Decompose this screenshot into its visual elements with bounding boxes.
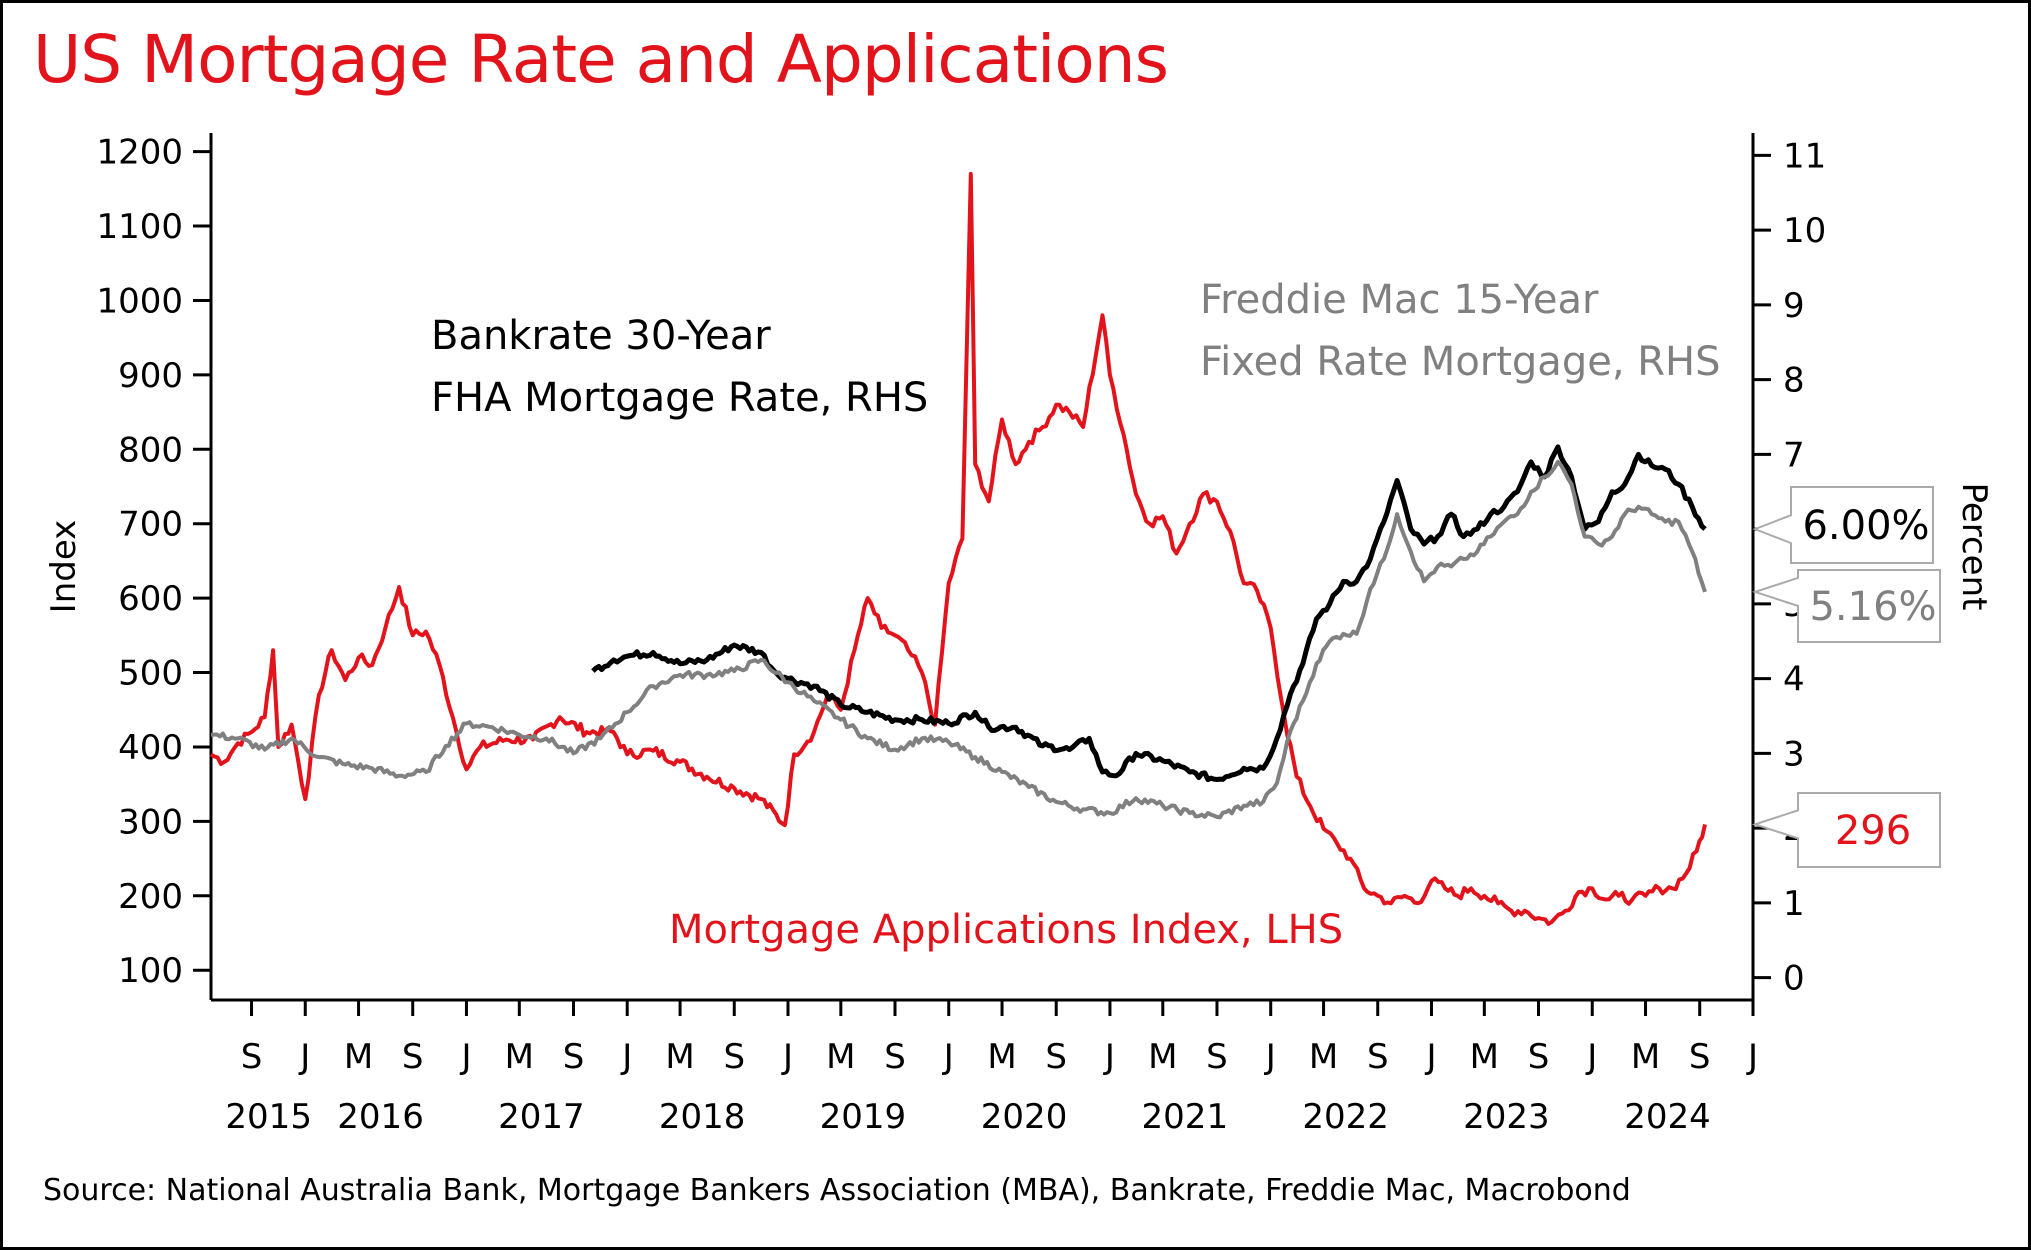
left-tick-label: 1200 [96, 133, 183, 173]
series-line-applications [209, 171, 1707, 926]
series-annotation: Freddie Mac 15-Year [1200, 277, 1599, 323]
series-annotation: Bankrate 30-Year [431, 313, 771, 359]
x-tick-label: S [1045, 1037, 1067, 1077]
x-tick-label: J [1585, 1037, 1597, 1077]
x-tick-label: S [723, 1037, 745, 1077]
end-value-label: 5.16% [1809, 584, 1936, 630]
end-value-label: 296 [1835, 808, 1911, 854]
x-tick-label: J [298, 1037, 310, 1077]
x-tick-label: J [620, 1037, 632, 1077]
x-year-label: 2024 [1624, 1097, 1711, 1137]
right-tick-label: 8 [1783, 361, 1805, 401]
x-tick-label: J [1103, 1037, 1115, 1077]
left-tick-label: 900 [118, 356, 183, 396]
right-tick-label: 10 [1783, 211, 1826, 251]
right-tick-label: 3 [1783, 734, 1805, 774]
right-tick-label: 4 [1783, 660, 1805, 700]
x-tick-label: M [1148, 1037, 1177, 1077]
x-tick-label: S [1689, 1037, 1711, 1077]
x-tick-label: M [505, 1037, 534, 1077]
x-tick-label: S [1528, 1037, 1550, 1077]
x-tick-label: J [1746, 1037, 1758, 1077]
x-tick-label: M [665, 1037, 694, 1077]
left-tick-label: 600 [118, 579, 183, 619]
x-tick-label: S [563, 1037, 585, 1077]
x-year-label: 2016 [337, 1097, 424, 1137]
x-tick-label: J [1424, 1037, 1436, 1077]
series-annotation: Fixed Rate Mortgage, RHS [1200, 339, 1721, 385]
series-annotation: FHA Mortgage Rate, RHS [431, 375, 928, 421]
x-tick-label: M [826, 1037, 855, 1077]
x-tick-label: J [781, 1037, 793, 1077]
left-tick-label: 1000 [96, 281, 183, 321]
end-value-label: 6.00% [1802, 503, 1929, 549]
x-tick-label: S [1206, 1037, 1228, 1077]
source-note: Source: National Australia Bank, Mortgag… [43, 1173, 1631, 1208]
right-tick-label: 11 [1783, 136, 1826, 176]
x-year-label: 2019 [820, 1097, 907, 1137]
x-tick-label: M [1631, 1037, 1660, 1077]
end-value-callout [1751, 792, 1941, 868]
left-tick-label: 800 [118, 430, 183, 470]
left-tick-label: 1100 [96, 207, 183, 247]
end-value-callout [1751, 569, 1941, 643]
x-tick-label: J [459, 1037, 471, 1077]
end-value-callout [1752, 486, 1934, 564]
x-tick-label: S [884, 1037, 906, 1077]
x-tick-label: J [1264, 1037, 1276, 1077]
left-tick-label: 500 [118, 654, 183, 694]
chart-title: US Mortgage Rate and Applications [33, 21, 1169, 98]
left-axis-title: Index [44, 520, 84, 614]
axes: 100 200 300 400 500 600 700 800 900 1000 1100 1200 0… [44, 133, 1994, 1137]
x-tick-label: S [1367, 1037, 1389, 1077]
x-year-label: 2021 [1142, 1097, 1229, 1137]
x-year-label: 2020 [981, 1097, 1068, 1137]
left-tick-label: 300 [118, 802, 183, 842]
series-line-freddie [210, 459, 1707, 820]
left-tick-label: 700 [118, 505, 183, 545]
left-tick-label: 100 [118, 951, 183, 991]
series-line-bankrate [591, 444, 1707, 783]
x-year-label: 2015 [225, 1097, 312, 1137]
right-tick-label: 0 [1783, 959, 1805, 999]
x-year-label: 2018 [659, 1097, 746, 1137]
chart-canvas: 100 200 300 400 500 600 700 800 900 1000 1100 1200 0… [44, 133, 1994, 1137]
x-tick-label: J [942, 1037, 954, 1077]
x-tick-label: S [402, 1037, 424, 1077]
x-tick-label: M [1309, 1037, 1338, 1077]
right-tick-label: 9 [1783, 286, 1805, 326]
x-tick-label: S [241, 1037, 263, 1077]
x-year-label: 2017 [498, 1097, 585, 1137]
x-tick-label: M [987, 1037, 1016, 1077]
left-tick-label: 400 [118, 728, 183, 768]
series-lines [209, 171, 1707, 926]
right-tick-label: 7 [1783, 435, 1805, 475]
right-axis-title: Percent [1954, 483, 1994, 611]
left-tick-label: 200 [118, 877, 183, 917]
series-annotation: Mortgage Applications Index, LHS [669, 907, 1343, 953]
right-tick-label: 1 [1783, 884, 1805, 924]
annotations: 6.00% 5.16% 296 Bankrate 30-Year FHA Mortgag… [431, 277, 1941, 953]
x-tick-label: M [1470, 1037, 1499, 1077]
x-year-label: 2023 [1463, 1097, 1550, 1137]
x-year-label: 2022 [1302, 1097, 1389, 1137]
x-tick-label: M [344, 1037, 373, 1077]
